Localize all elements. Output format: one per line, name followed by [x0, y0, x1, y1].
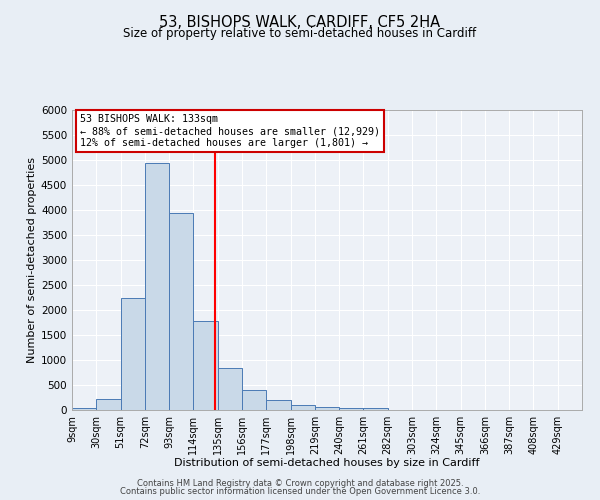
Text: 53, BISHOPS WALK, CARDIFF, CF5 2HA: 53, BISHOPS WALK, CARDIFF, CF5 2HA — [160, 15, 440, 30]
Text: Contains HM Land Registry data © Crown copyright and database right 2025.: Contains HM Land Registry data © Crown c… — [137, 478, 463, 488]
Bar — [218, 368, 242, 410]
Bar — [290, 405, 315, 410]
Text: Contains public sector information licensed under the Open Government Licence 3.: Contains public sector information licen… — [120, 487, 480, 496]
X-axis label: Distribution of semi-detached houses by size in Cardiff: Distribution of semi-detached houses by … — [174, 458, 480, 468]
Bar — [72, 408, 96, 410]
Bar — [242, 390, 266, 410]
Bar — [96, 398, 121, 410]
Bar — [145, 162, 169, 410]
Bar — [266, 400, 290, 410]
Bar — [193, 321, 218, 410]
Bar — [339, 408, 364, 410]
Bar — [364, 408, 388, 410]
Text: Size of property relative to semi-detached houses in Cardiff: Size of property relative to semi-detach… — [124, 28, 476, 40]
Y-axis label: Number of semi-detached properties: Number of semi-detached properties — [27, 157, 37, 363]
Text: 53 BISHOPS WALK: 133sqm
← 88% of semi-detached houses are smaller (12,929)
12% o: 53 BISHOPS WALK: 133sqm ← 88% of semi-de… — [80, 114, 380, 148]
Bar — [121, 298, 145, 410]
Bar — [169, 212, 193, 410]
Bar — [315, 406, 339, 410]
